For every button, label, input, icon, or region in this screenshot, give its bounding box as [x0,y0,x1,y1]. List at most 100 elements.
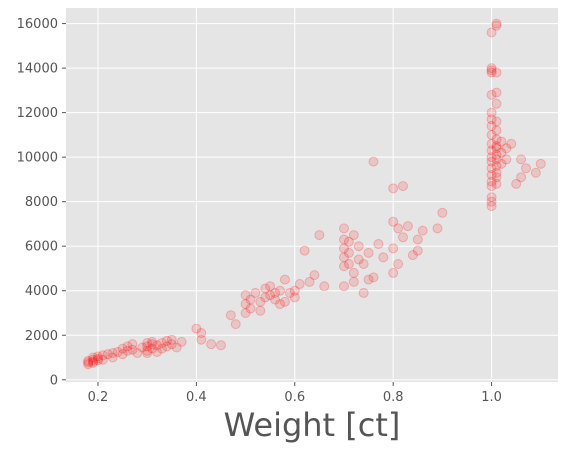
data-point [265,281,276,292]
data-point [491,134,502,145]
data-point [279,274,290,285]
data-point [353,241,364,252]
data-point [348,230,359,241]
data-point [491,67,502,78]
data-point [270,287,281,298]
data-point [486,156,497,167]
x-tick-label: 0.4 [186,390,207,405]
data-point [92,353,103,364]
data-point [279,296,290,307]
data-point [142,341,153,352]
y-tick-labels: 0 2000 4000 6000 8000 10000 12000 14000 16000 [17,17,66,388]
data-point [358,259,369,270]
data-point [92,351,103,362]
data-point [486,163,497,174]
data-point [255,296,266,307]
y-tick-label: 2000 [25,329,58,344]
data-point [127,339,138,350]
data-point [122,341,133,352]
data-point [196,334,207,345]
data-point [83,355,94,366]
data-point [102,349,113,360]
data-point [486,201,497,212]
data-point [152,340,163,351]
data-point [486,129,497,140]
data-point [230,319,241,330]
data-point [506,138,517,149]
data-point [122,345,133,356]
data-point [338,243,349,254]
data-point [338,234,349,245]
data-point [368,272,379,283]
data-point [486,169,497,180]
data-point [491,18,502,29]
data-point [343,236,354,247]
data-point [491,154,502,165]
data-point [353,254,364,265]
y-tick-label: 6000 [25,240,58,255]
data-point [147,336,158,347]
data-point [501,154,512,165]
data-point [412,234,423,245]
data-point [260,292,271,303]
data-point [338,223,349,234]
data-point [516,172,527,183]
data-point [156,343,167,354]
data-point [142,338,153,349]
data-point [289,292,300,303]
data-point [314,230,325,241]
data-point [240,307,251,318]
data-point [270,294,281,305]
data-point [486,63,497,74]
data-point [491,178,502,189]
data-point [83,357,94,368]
data-point [412,245,423,256]
y-tick-label: 12000 [17,106,58,121]
data-point [338,252,349,263]
data-point [112,346,123,357]
data-point [161,335,172,346]
data-point [511,178,522,189]
data-point [486,192,497,203]
data-point [491,125,502,136]
data-point [486,67,497,78]
data-point [496,158,507,169]
data-point [491,161,502,172]
data-point [88,354,99,365]
data-point [486,138,497,149]
data-point [491,167,502,178]
data-point [166,339,177,350]
data-point [83,359,94,370]
data-point [486,114,497,125]
y-tick-label: 10000 [17,151,58,166]
data-point [496,136,507,147]
data-point [265,290,276,301]
data-point [417,225,428,236]
data-point [294,279,305,290]
data-point [176,336,187,347]
data-point [97,350,108,361]
data-point [491,149,502,160]
x-tick-label: 0.6 [284,390,305,405]
data-point [191,323,202,334]
data-point [275,285,286,296]
data-point [132,348,143,359]
data-point [206,339,217,350]
data-point [255,305,266,316]
data-point [127,344,138,355]
data-point [437,207,448,218]
data-point [491,143,502,154]
data-point [388,267,399,278]
data-point [368,156,379,167]
data-point [245,294,256,305]
data-point [535,158,546,169]
data-point [107,352,118,363]
data-point [393,259,404,270]
data-point [348,276,359,287]
data-point [486,181,497,192]
data-point [491,98,502,109]
data-point [152,346,163,357]
data-point [117,349,128,360]
data-point [486,176,497,187]
